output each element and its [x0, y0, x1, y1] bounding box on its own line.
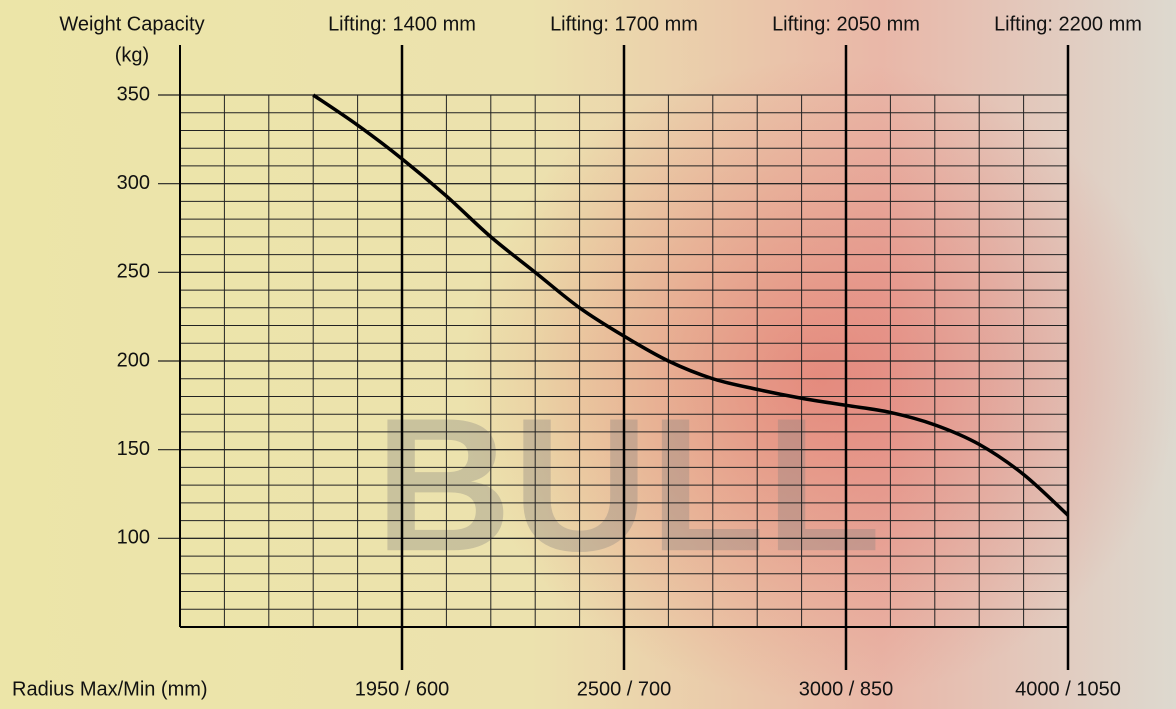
x-tick-label: 4000 / 1050 [1015, 678, 1121, 700]
lifting-label: Lifting: 1400 mm [328, 13, 476, 35]
x-axis-title: Radius Max/Min (mm) [12, 678, 208, 700]
lifting-label: Lifting: 2050 mm [772, 13, 920, 35]
y-tick-label: 200 [117, 349, 150, 371]
y-tick-label: 350 [117, 83, 150, 105]
plot [312, 93, 1070, 517]
lifting-label: Lifting: 1700 mm [550, 13, 698, 35]
y-axis-title: Weight Capacity [59, 13, 204, 35]
y-tick-label: 300 [117, 172, 150, 194]
lifting-label: Lifting: 2200 mm [994, 13, 1142, 35]
y-tick-label: 150 [117, 438, 150, 460]
x-tick-label: 3000 / 850 [799, 678, 894, 700]
y-tick-label: 100 [117, 527, 150, 549]
grid: 100 150 200 250 300 350 1950 / 600 Lifting: 140… [117, 13, 1142, 700]
y-tick-label: 250 [117, 261, 150, 283]
capacity-line [312, 93, 1070, 517]
background-shape [460, 60, 1176, 700]
x-tick-label: 1950 / 600 [355, 678, 450, 700]
x-tick-label: 2500 / 700 [577, 678, 672, 700]
y-axis-unit: (kg) [115, 44, 149, 66]
